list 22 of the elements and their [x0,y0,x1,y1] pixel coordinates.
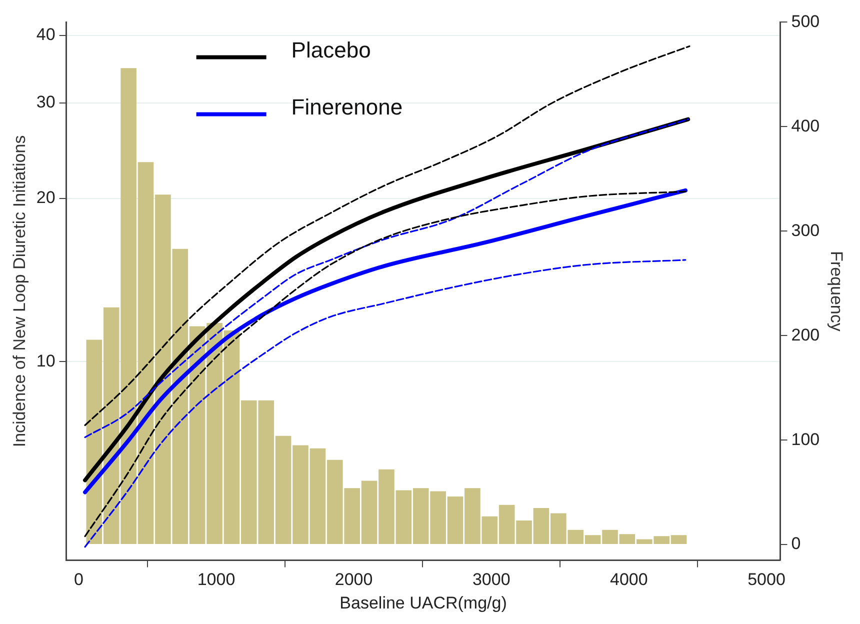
x-tick-label: 2000 [334,570,373,590]
x-tick-label: 5000 [748,570,786,590]
y2-tick-label: 100 [791,430,820,449]
y-tick-label: 10 [36,351,56,370]
legend-label: Placebo [291,37,371,62]
x-tick-label: 4000 [610,570,648,590]
x-tick-label: 1000 [197,570,236,590]
y-tick-label: 30 [36,92,56,112]
y-tick-label: 20 [36,188,56,208]
x-axis-title: Baseline UACR(mg/g) [340,593,507,612]
x-tick-label: 0 [74,570,84,590]
y-axis-title: Incidence of New Loop Diuretic Initiations [10,135,29,448]
y2-tick-label: 500 [791,12,820,31]
x-tick-label: 3000 [472,570,510,590]
y2-tick-label: 300 [791,220,820,240]
y2-axis-title: Frequency [827,251,846,332]
y2-tick-label: 200 [791,325,820,344]
line-series [84,259,686,548]
y2-tick-label: 0 [791,534,801,554]
y-tick-label: 40 [36,25,56,44]
y2-tick-label: 400 [791,116,820,136]
legend-label: Finerenone [291,94,403,120]
